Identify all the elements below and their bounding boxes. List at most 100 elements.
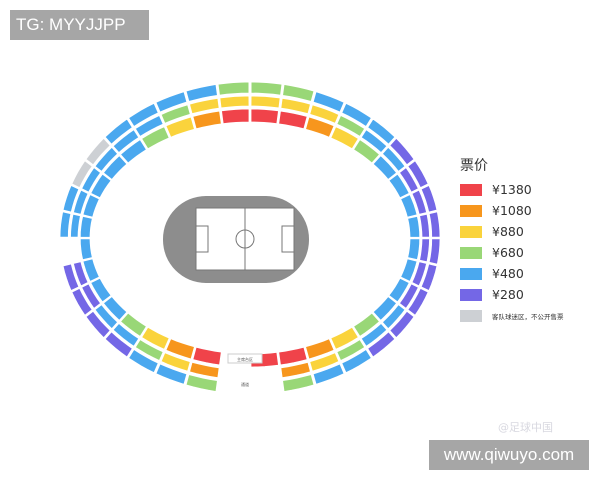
seat-section[interactable] — [309, 104, 340, 124]
seat-section[interactable] — [367, 331, 396, 358]
seat-section[interactable] — [165, 116, 195, 138]
seat-section[interactable] — [407, 238, 421, 261]
seat-section[interactable] — [419, 238, 430, 263]
seat-section[interactable] — [280, 361, 311, 379]
seat-section[interactable] — [398, 167, 419, 193]
seat-section[interactable] — [305, 338, 335, 360]
seat-section[interactable] — [407, 160, 429, 189]
seat-section[interactable] — [367, 118, 396, 145]
seat-section[interactable] — [185, 84, 218, 102]
seat-section[interactable] — [160, 104, 191, 124]
seat-section[interactable] — [312, 91, 345, 113]
seat-section[interactable] — [372, 155, 398, 180]
seat-section[interactable] — [278, 110, 308, 130]
seat-section[interactable] — [62, 263, 80, 292]
seat-section[interactable] — [381, 304, 406, 330]
seat-section[interactable] — [72, 189, 89, 215]
seat-section[interactable] — [128, 349, 159, 374]
seat-section[interactable] — [420, 184, 438, 213]
seat-section[interactable] — [192, 346, 222, 366]
seat-section[interactable] — [62, 184, 80, 213]
seat-section[interactable] — [419, 213, 430, 238]
seat-section[interactable] — [141, 326, 170, 350]
seat-section[interactable] — [360, 322, 388, 347]
seat-section[interactable] — [336, 114, 366, 137]
seat-section[interactable] — [389, 137, 415, 166]
seat-section[interactable] — [336, 339, 366, 362]
seat-section[interactable] — [305, 116, 335, 138]
seat-section[interactable] — [82, 194, 100, 218]
seat-section[interactable] — [411, 189, 428, 215]
seat-section[interactable] — [400, 258, 418, 282]
seat-section[interactable] — [221, 108, 250, 125]
seat-section[interactable] — [120, 312, 147, 337]
seat-section[interactable] — [165, 338, 195, 360]
seat-section[interactable] — [81, 167, 102, 193]
seat-section[interactable] — [104, 331, 133, 358]
seat-section[interactable] — [134, 339, 164, 362]
seat-section[interactable] — [82, 258, 100, 282]
seat-section[interactable] — [428, 238, 441, 265]
seat-section[interactable] — [134, 114, 164, 137]
seat-section[interactable] — [388, 277, 410, 303]
seat-section[interactable] — [341, 102, 372, 127]
seat-section[interactable] — [102, 296, 128, 321]
seat-section[interactable] — [360, 129, 388, 154]
seat-section[interactable] — [411, 261, 428, 287]
seat-section[interactable] — [141, 126, 170, 150]
seat-section[interactable] — [102, 155, 128, 180]
seat-section[interactable] — [250, 108, 279, 125]
seat-section[interactable] — [407, 287, 429, 316]
seat-section[interactable] — [94, 146, 119, 172]
seat-section[interactable] — [282, 374, 315, 392]
seat-section[interactable] — [217, 81, 250, 96]
seat-section[interactable] — [398, 283, 419, 309]
seat-section[interactable] — [389, 310, 415, 339]
seat-section[interactable] — [71, 160, 93, 189]
seat-section[interactable] — [155, 363, 188, 385]
seat-section[interactable] — [400, 194, 418, 218]
seat-section[interactable] — [407, 215, 421, 238]
seat-section[interactable] — [189, 97, 220, 115]
seat-section[interactable] — [155, 91, 188, 113]
seat-section[interactable] — [372, 296, 398, 321]
seat-section[interactable] — [341, 349, 372, 374]
seat-section[interactable] — [81, 283, 102, 309]
seat-section[interactable] — [278, 346, 308, 366]
seat-section[interactable] — [250, 95, 281, 109]
seat-section[interactable] — [85, 310, 111, 339]
seat-section[interactable] — [353, 139, 380, 164]
seat-section[interactable] — [128, 102, 159, 127]
seat-section[interactable] — [330, 126, 359, 150]
seat-section[interactable] — [104, 118, 133, 145]
seat-section[interactable] — [112, 129, 140, 154]
seat-section[interactable] — [90, 277, 112, 303]
seat-section[interactable] — [330, 326, 359, 350]
seat-section[interactable] — [94, 304, 119, 330]
seat-section[interactable] — [160, 352, 191, 372]
seat-section[interactable] — [309, 352, 340, 372]
seat-section[interactable] — [112, 322, 140, 347]
seat-section[interactable] — [353, 312, 380, 337]
seat-section[interactable] — [388, 173, 410, 199]
seat-section[interactable] — [189, 361, 220, 379]
seat-section[interactable] — [185, 374, 218, 392]
seat-section[interactable] — [280, 97, 311, 115]
seat-section[interactable] — [79, 215, 93, 238]
seat-section[interactable] — [85, 137, 111, 166]
seat-section[interactable] — [120, 139, 147, 164]
seat-section[interactable] — [282, 84, 315, 102]
seat-section[interactable] — [79, 238, 93, 261]
seat-section[interactable] — [250, 81, 283, 96]
seat-section[interactable] — [59, 211, 72, 238]
seat-section[interactable] — [381, 146, 406, 172]
seat-section[interactable] — [428, 211, 441, 238]
seat-section[interactable] — [90, 173, 112, 199]
seat-section[interactable] — [192, 110, 222, 130]
seat-section[interactable] — [420, 263, 438, 292]
seat-section[interactable] — [72, 261, 89, 287]
seat-section[interactable] — [71, 287, 93, 316]
seat-section[interactable] — [312, 363, 345, 385]
seat-section[interactable] — [70, 213, 81, 238]
seat-section[interactable] — [219, 95, 250, 109]
